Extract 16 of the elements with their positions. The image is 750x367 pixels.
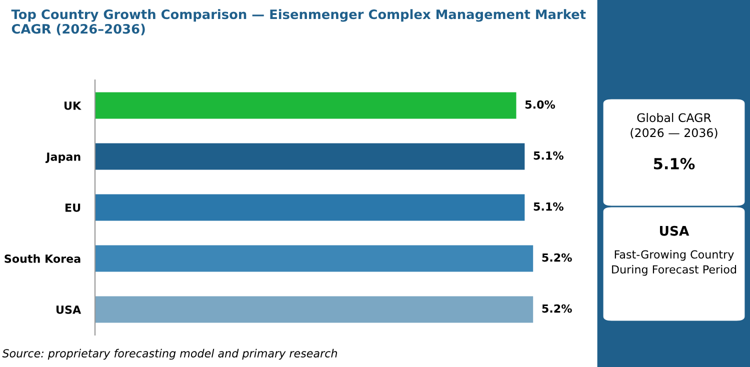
data-label: 5.0%: [525, 100, 556, 109]
y-tick-label: South Korea: [4, 254, 80, 263]
data-label: 5.2%: [542, 304, 572, 313]
y-tick-label: UK: [64, 102, 82, 110]
text: Fast-Growing Country During Forecast Period: [612, 250, 736, 276]
text: 5.1%: [654, 158, 695, 170]
data-label: 5.1%: [534, 202, 564, 211]
data-label: 5.1%: [534, 151, 564, 160]
chart-title: Top Country Growth Comparison — Eisenmenger Complex Management Market CAGR (2026–2036): [11, 9, 586, 36]
data-label: 5.2%: [542, 253, 572, 262]
text: Global CAGR (2026 — 2036): [630, 113, 718, 139]
y-tick-label: EU: [66, 204, 80, 212]
source-note: Source: proprietary forecasting model and primary research: [2, 348, 338, 360]
y-tick-label: USA: [56, 305, 82, 314]
text: USA: [660, 226, 690, 236]
y-tick-label: Japan: [45, 152, 80, 164]
